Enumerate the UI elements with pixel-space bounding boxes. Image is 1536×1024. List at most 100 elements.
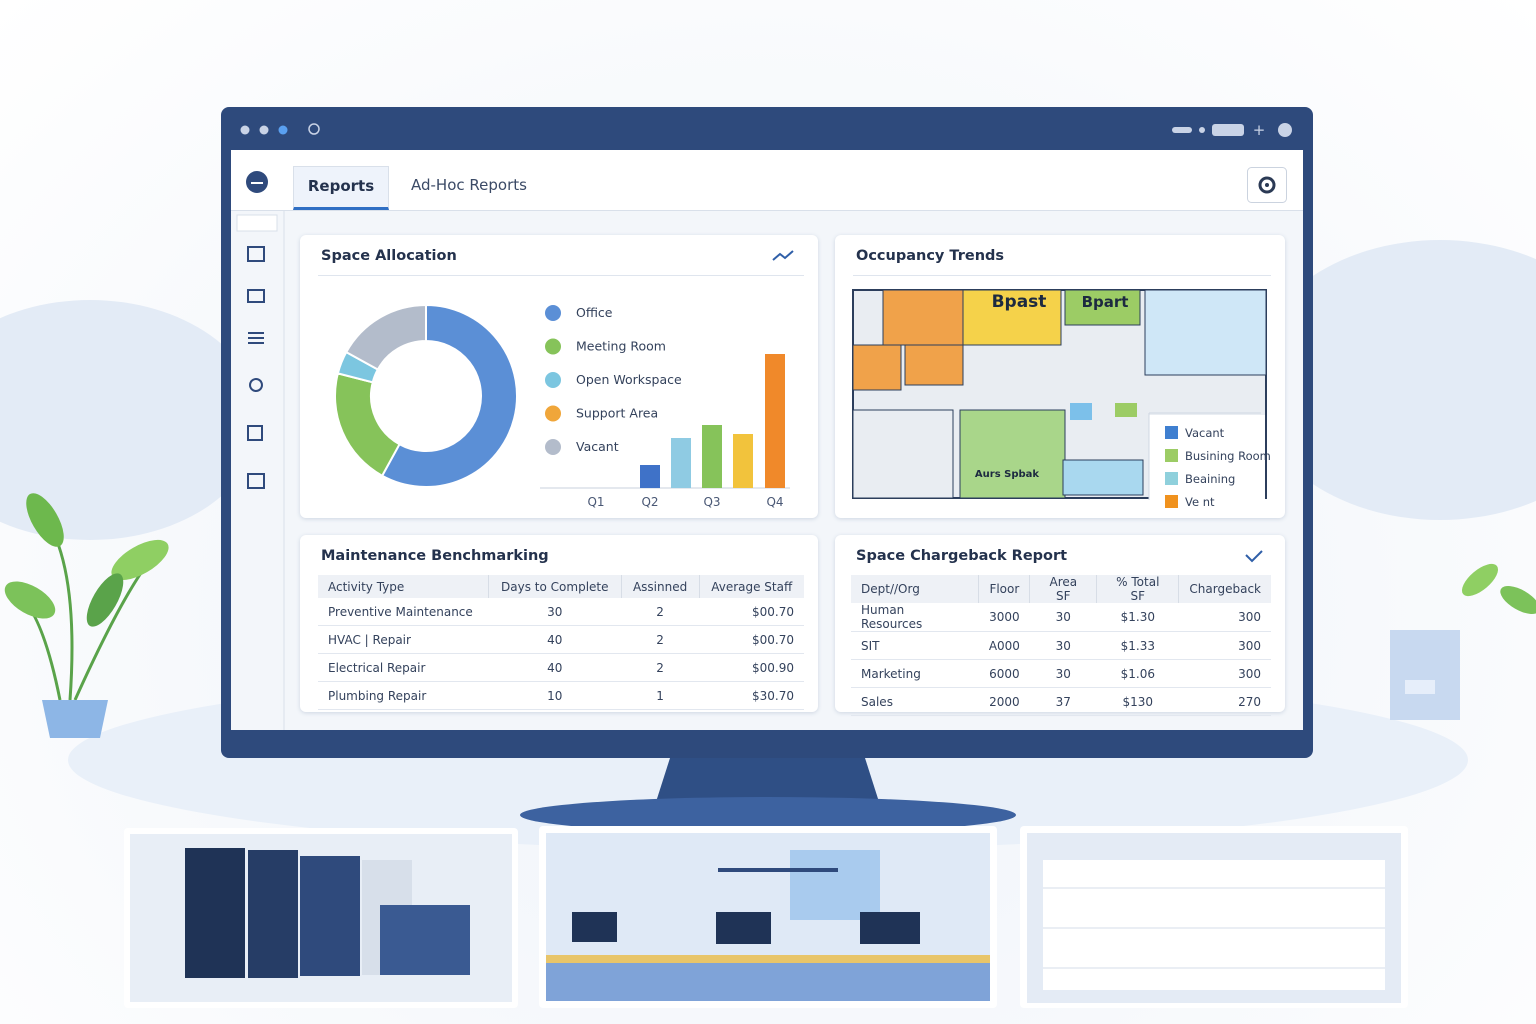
x-tick-label: Q2 (641, 495, 658, 509)
plan-label: Bpart (1082, 293, 1129, 311)
legend-swatch (545, 439, 561, 455)
table-cell: 3000 (978, 603, 1030, 632)
x-tick-label: Q3 (703, 495, 720, 509)
table-cell: $00.70 (699, 598, 804, 626)
card-title: Space Chargeback Report (856, 548, 1068, 564)
legend-swatch (1165, 449, 1178, 462)
floor-plan: Bpast Bpart Aurs Spbak Vacant Busining Room B… (852, 289, 1271, 509)
header-row: Activity Type Days to Complete Assinned Ave… (318, 575, 804, 598)
table-cell: 30 (1029, 603, 1097, 632)
table-cell: $1.33 (1096, 631, 1179, 660)
column-header: Dept//Org (851, 575, 980, 603)
table-cell: $1.30 (1096, 603, 1179, 632)
table-cell: 1 (621, 681, 699, 710)
table-cell: Electrical Repair (318, 653, 489, 682)
table-row: Preventive Maintenance 30 2 $00.70 (318, 598, 804, 626)
table-cell: 2 (621, 625, 699, 654)
table-cell: 30 (488, 598, 622, 626)
table-cell: Plumbing Repair (318, 681, 489, 710)
table-row: SIT A000 30 $1.33 300 (851, 631, 1271, 660)
x-tick-label: Q4 (766, 495, 783, 509)
plan-label: Aurs Spbak (975, 469, 1039, 480)
table-cell: 40 (488, 653, 622, 682)
maintenance-table: Activity Type Days to Complete Assinned Ave… (318, 575, 804, 710)
table-cell: $1.06 (1096, 659, 1179, 688)
table-row: HVAC | Repair 40 2 $00.70 (318, 625, 804, 654)
bar (671, 438, 691, 488)
check-icon[interactable] (1243, 547, 1265, 565)
table-row: Plumbing Repair 10 1 $30.70 (318, 681, 804, 710)
tab-reports[interactable]: Reports (293, 166, 389, 210)
chargeback-table: Dept//Org Floor Area SF% Total SF Chargebac… (851, 575, 1271, 716)
column-header: Area SF (1029, 575, 1098, 603)
settings-button[interactable] (1247, 167, 1287, 203)
table-cell: 300 (1178, 631, 1271, 660)
column-header: Days to Complete (488, 575, 622, 598)
donut-segment (334, 372, 401, 478)
table-row: Marketing 6000 30 $1.06 300 (851, 659, 1271, 688)
legend-swatch (545, 338, 561, 355)
table-cell: 300 (1178, 659, 1271, 688)
donut-segment (380, 303, 518, 488)
table-cell: Marketing (851, 659, 979, 688)
table-row: Human Resources 3000 30 $1.30 300 (851, 603, 1271, 632)
legend-label: Vacant (1185, 426, 1225, 440)
card-chargeback: Space Chargeback Report Dept//Org Floor Ar… (835, 535, 1285, 716)
donut-segment (344, 303, 427, 371)
table-cell: 40 (488, 625, 622, 654)
table-cell: Preventive Maintenance (318, 598, 489, 626)
tab-adhoc[interactable]: Ad-Hoc Reports (411, 176, 527, 194)
sidebar (231, 211, 285, 730)
legend-label: Beaining (1185, 472, 1235, 486)
table-cell: $00.90 (699, 653, 804, 682)
column-header: Activity Type (318, 575, 489, 598)
column-header: Floor (978, 575, 1031, 603)
x-tick-label: Q1 (587, 495, 604, 509)
legend-label: Ve nt (1185, 495, 1215, 509)
bar (702, 425, 722, 488)
table-cell: 10 (488, 681, 622, 710)
table-cell: $30.70 (699, 681, 804, 710)
legend-label: Meeting Room (576, 339, 666, 354)
divider (318, 275, 804, 276)
table-cell: 30 (1029, 659, 1097, 688)
column-header: Assinned (621, 575, 700, 598)
legend-label: Busining Room (1185, 449, 1271, 463)
table-cell: 2000 (978, 687, 1030, 716)
table-cell: 30 (1029, 631, 1097, 660)
table-cell: SIT (851, 631, 979, 660)
legend-swatch (1165, 472, 1178, 485)
table-cell: $130 (1096, 687, 1179, 716)
legend-swatch (1165, 495, 1178, 508)
table-cell: 6000 (978, 659, 1030, 688)
card-title: Space Allocation (321, 248, 457, 264)
card-title: Occupancy Trends (856, 248, 1005, 264)
column-header: % Total SF (1096, 575, 1180, 603)
card-maintenance: Maintenance Benchmarking Activity Type Da… (300, 535, 818, 712)
table-cell: 300 (1178, 603, 1271, 632)
trend-icon[interactable] (770, 247, 796, 265)
column-header: Chargeback (1178, 575, 1271, 603)
table-cell: 37 (1029, 687, 1097, 716)
bar (640, 465, 660, 488)
table-cell: A000 (978, 631, 1030, 660)
legend-label: Open Workspace (576, 372, 682, 387)
tab-bar (231, 150, 1303, 211)
column-header: Average Staff (699, 575, 804, 598)
space-allocation-chart: Office Meeting Room Open Workspace Support … (334, 303, 790, 509)
table-cell: HVAC | Repair (318, 625, 489, 654)
bar (765, 354, 785, 488)
legend-swatch (1165, 426, 1178, 439)
divider (853, 275, 1271, 276)
legend-swatch (545, 372, 561, 388)
header-row: Dept//Org Floor Area SF% Total SF Chargebac… (851, 575, 1271, 603)
table-row: Sales 2000 37 $130 270 (851, 687, 1271, 716)
legend-swatch (545, 305, 561, 321)
card-title: Maintenance Benchmarking (321, 548, 549, 564)
table-cell: Human Resources (851, 603, 979, 632)
table-cell: $00.70 (699, 625, 804, 654)
logo (246, 171, 268, 193)
table-cell: 2 (621, 598, 699, 626)
table-cell: 2 (621, 653, 699, 682)
